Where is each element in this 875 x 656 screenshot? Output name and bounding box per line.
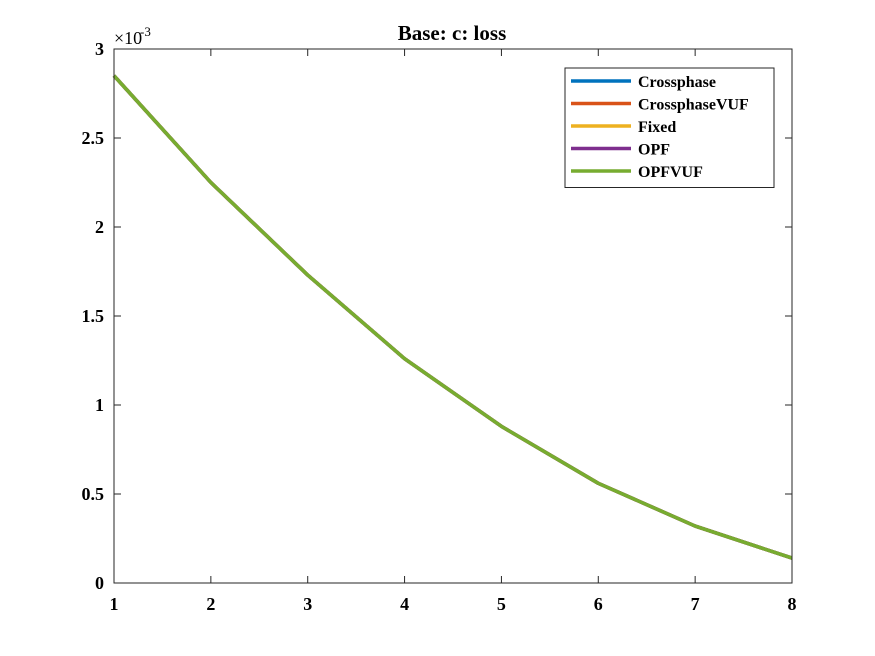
y-tick-label: 1.5 bbox=[82, 306, 105, 326]
y-exponent-label: ×10 -3 bbox=[114, 24, 151, 48]
axes: 1 2 3 4 5 6 7 8 0 0.5 1 1.5 2 2.5 3 bbox=[82, 39, 797, 614]
x-tick-label: 3 bbox=[303, 594, 312, 614]
series-line-opfvuf bbox=[112, 74, 793, 560]
x-tick-label: 4 bbox=[400, 594, 409, 614]
plot-area bbox=[112, 74, 793, 560]
y-tick-label: 2.5 bbox=[82, 128, 105, 148]
x-tick-label: 5 bbox=[497, 594, 506, 614]
y-tick-label: 0.5 bbox=[82, 484, 105, 504]
legend-label-opf: OPF bbox=[638, 142, 670, 159]
legend-label-opfvuf: OPFVUF bbox=[638, 164, 703, 181]
x-tick-label: 7 bbox=[691, 594, 700, 614]
y-exponent-power: -3 bbox=[140, 24, 151, 39]
y-tick-label: 1 bbox=[95, 395, 104, 415]
x-tick-label: 2 bbox=[206, 594, 215, 614]
legend-label-crossphase: Crossphase bbox=[638, 74, 716, 91]
chart-title: Base: c: loss bbox=[398, 21, 507, 45]
legend-label-crossphasevuf: CrossphaseVUF bbox=[638, 97, 749, 114]
x-tick-label: 8 bbox=[788, 594, 797, 614]
legend: Crossphase CrossphaseVUF Fixed OPF OPFVUF bbox=[564, 67, 775, 188]
legend-label-fixed: Fixed bbox=[638, 119, 676, 136]
x-tick-label: 6 bbox=[594, 594, 603, 614]
x-tick-label: 1 bbox=[110, 594, 119, 614]
y-tick-label: 3 bbox=[95, 39, 104, 59]
y-exponent-base: ×10 bbox=[114, 28, 142, 48]
y-tick-label: 0 bbox=[95, 573, 104, 593]
y-tick-label: 2 bbox=[95, 217, 104, 237]
